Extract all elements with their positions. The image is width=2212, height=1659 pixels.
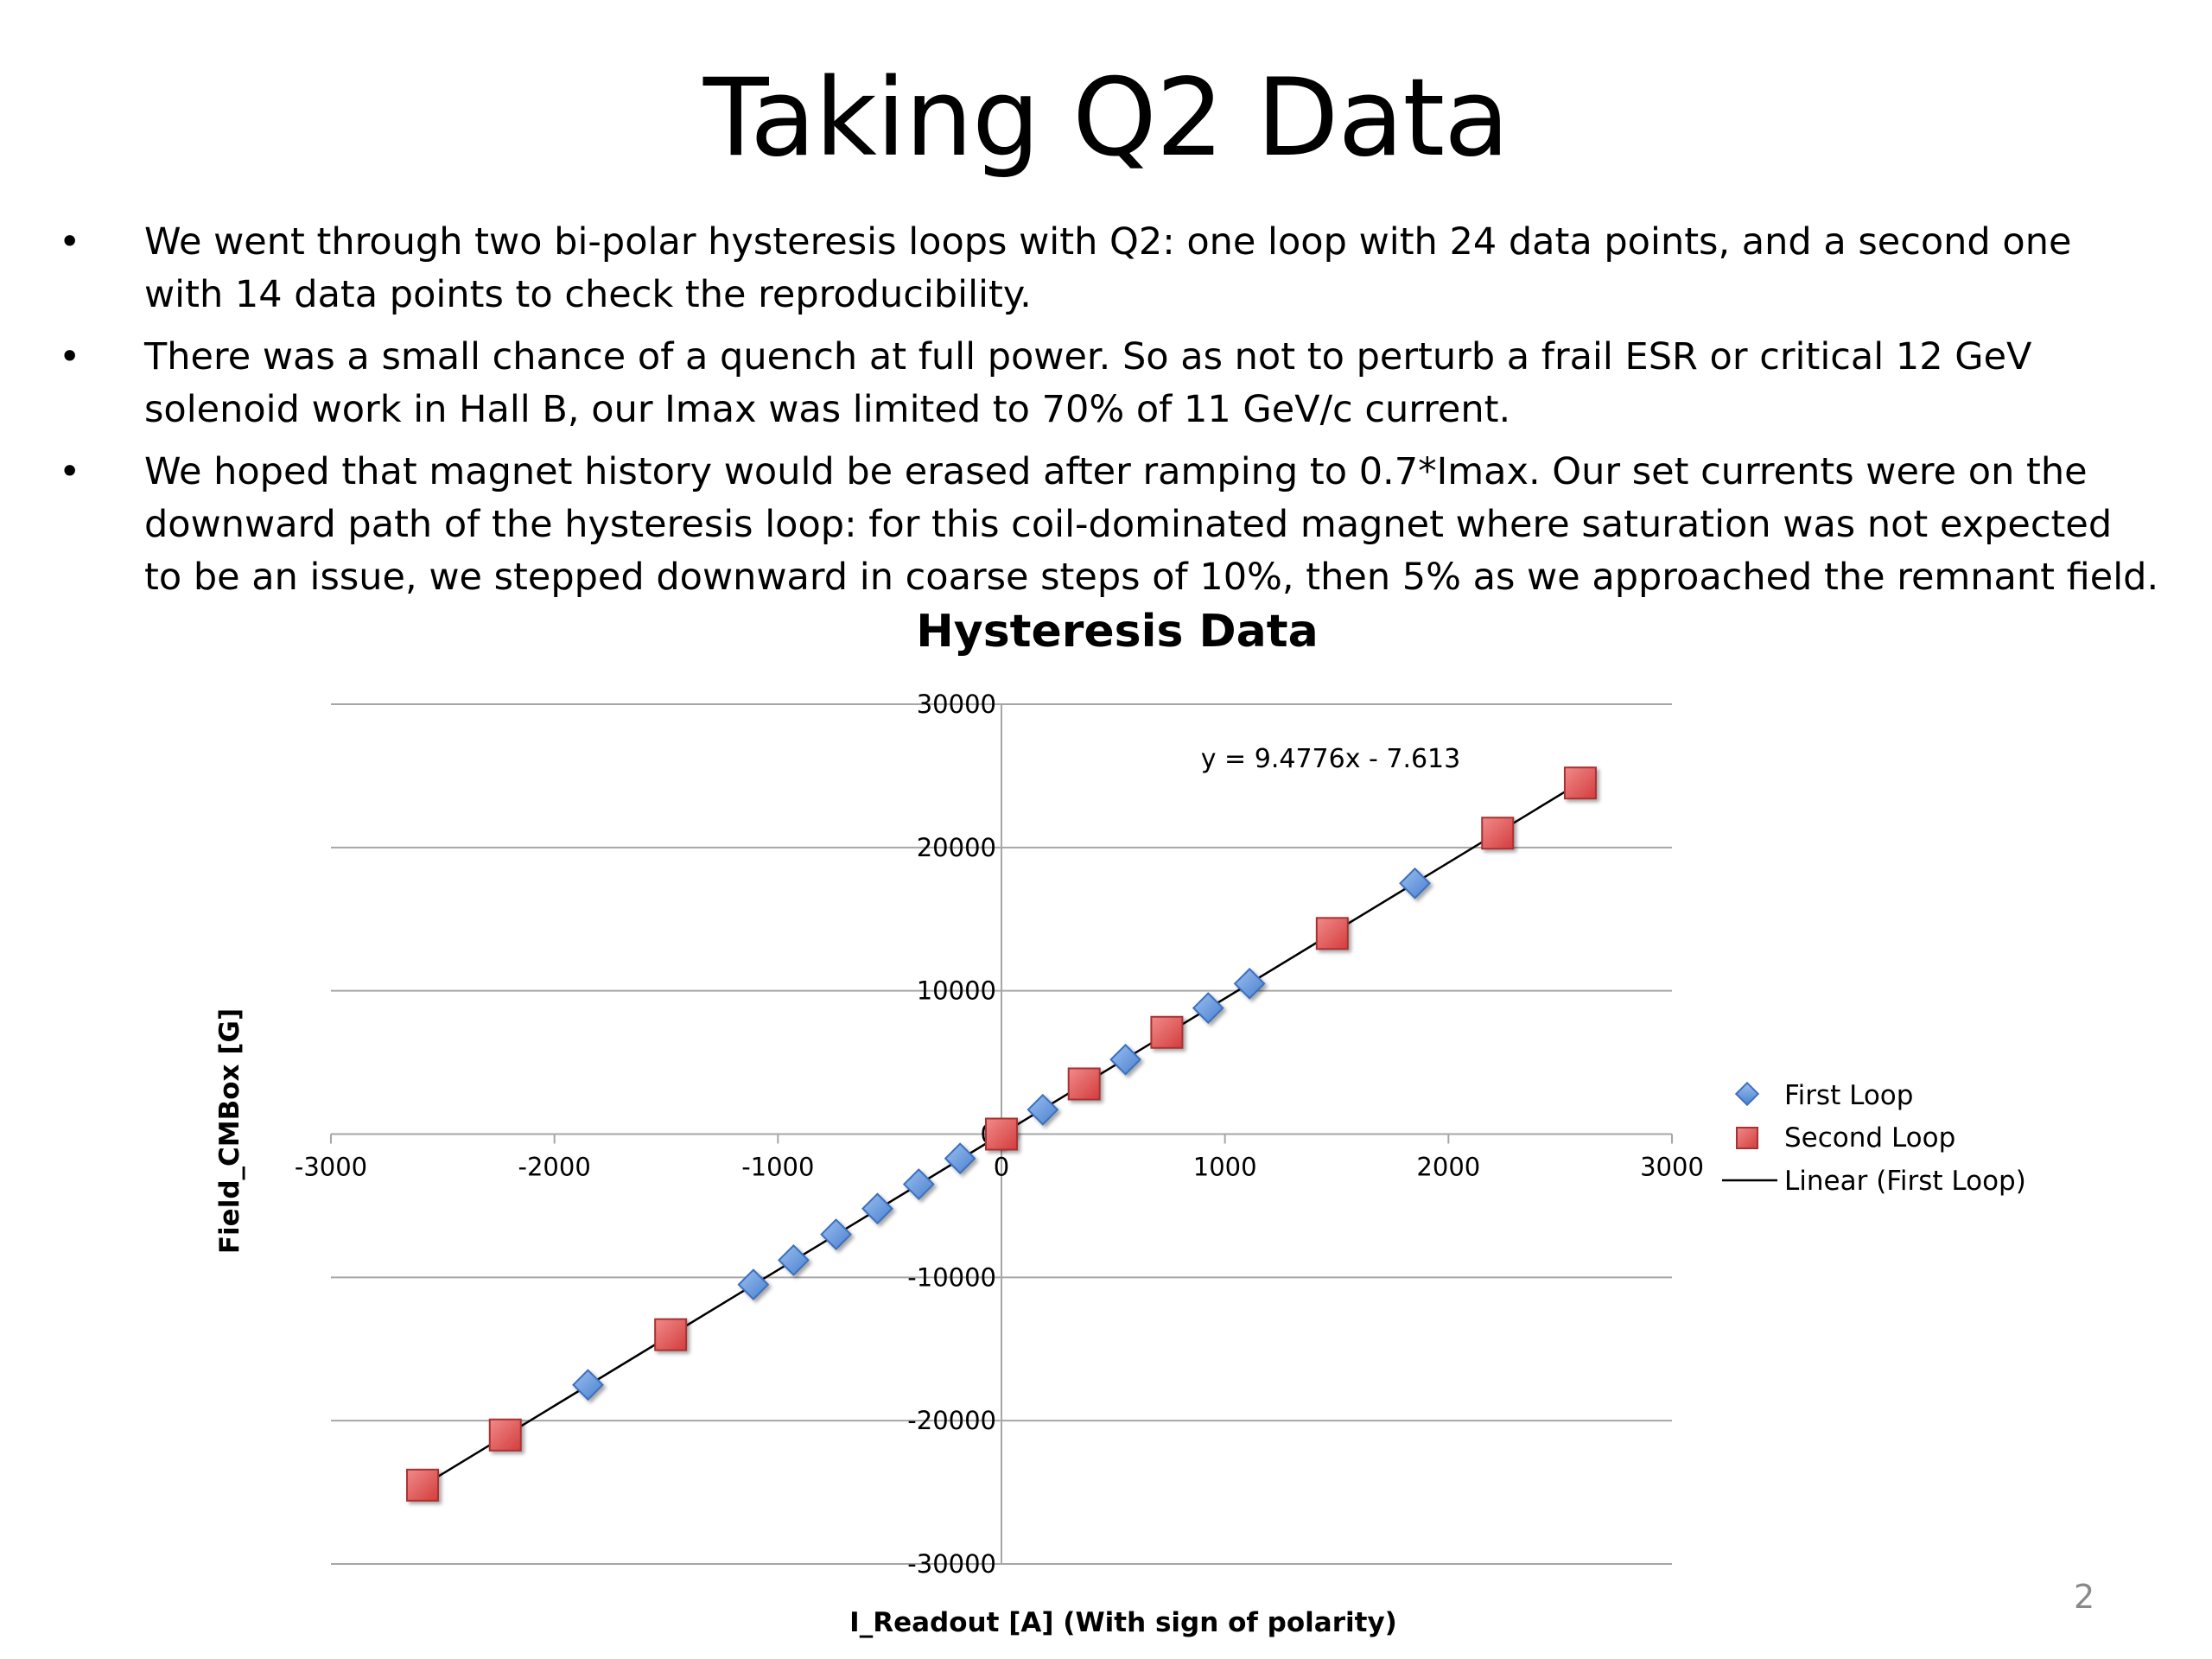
second-loop-point — [1150, 1015, 1184, 1049]
legend-item-trendline: Linear (First Loop) — [1722, 1166, 2026, 1197]
bullet-list: • We went through two bi-polar hysteresi… — [52, 216, 2160, 613]
first-loop-point — [1109, 1043, 1141, 1076]
tick-labels: -30000 -20000 -10000 0 10000 20000 30000 -3000 -… — [295, 690, 1704, 1579]
x-tick-label: 1000 — [1193, 1153, 1257, 1182]
second-loop-point — [488, 1418, 522, 1452]
second-loop-point — [1563, 766, 1597, 800]
second-loop-point — [654, 1318, 688, 1351]
legend-square-icon — [1736, 1127, 1758, 1149]
bullet-text: We went through two bi-polar hysteresis … — [144, 220, 2072, 316]
legend: First Loop Second Loop Linear (First Loo… — [1722, 1080, 2026, 1197]
second-loop-point — [1315, 917, 1349, 950]
legend-label-trendline: Linear (First Loop) — [1784, 1166, 2026, 1197]
x-tick-label: 0 — [994, 1153, 1009, 1182]
legend-diamond-icon — [1734, 1081, 1760, 1107]
x-tick-label: -2000 — [518, 1153, 591, 1182]
y-tick-label: -20000 — [907, 1406, 996, 1435]
bullet-marker: • — [59, 220, 81, 264]
first-loop-point — [1027, 1093, 1059, 1126]
first-loop-point — [778, 1244, 810, 1276]
data-points — [406, 766, 1597, 1502]
first-loop-point — [737, 1268, 770, 1301]
y-tick-label: 10000 — [917, 976, 996, 1006]
first-loop-point — [820, 1218, 853, 1250]
bullet-marker: • — [59, 335, 81, 378]
page-number: 2 — [2074, 1578, 2095, 1616]
first-loop-point — [944, 1142, 976, 1175]
trendline-equation: y = 9.4776x - 7.613 — [1201, 744, 1460, 774]
x-tick-label: 2000 — [1416, 1153, 1480, 1182]
bullet-marker: • — [59, 450, 81, 493]
legend-item-first-loop: First Loop — [1734, 1080, 1913, 1111]
first-loop-point — [902, 1168, 935, 1200]
y-axis-label: Field_CMBox [G] — [214, 1008, 245, 1254]
y-tick-label: -30000 — [907, 1549, 996, 1579]
legend-label-second-loop: Second Loop — [1784, 1122, 1955, 1154]
bullet-text: We hoped that magnet history would be er… — [144, 450, 2159, 599]
second-loop-point — [985, 1117, 1018, 1151]
x-tick-label: 3000 — [1640, 1153, 1704, 1182]
bullet-item: • We hoped that magnet history would be … — [52, 446, 2160, 604]
y-tick-label: 30000 — [917, 690, 996, 719]
legend-label-first-loop: First Loop — [1784, 1080, 1913, 1111]
chart-title: Hysteresis Data — [916, 606, 1318, 658]
bullet-text: There was a small chance of a quench at … — [144, 335, 2032, 431]
first-loop-point — [861, 1192, 893, 1225]
first-loop-point — [1233, 967, 1266, 1000]
first-loop-point — [572, 1369, 604, 1402]
x-axis-label: I_Readout [A] (With sign of polarity) — [849, 1607, 1397, 1638]
x-tick-label: -1000 — [741, 1153, 814, 1182]
second-loop-point — [406, 1468, 440, 1502]
second-loop-point — [1067, 1067, 1101, 1101]
y-tick-label: 20000 — [917, 833, 996, 862]
slide-title: Taking Q2 Data — [702, 56, 1510, 181]
bullet-item: • We went through two bi-polar hysteresi… — [52, 216, 2160, 321]
legend-item-second-loop: Second Loop — [1736, 1122, 1955, 1154]
second-loop-point — [1481, 817, 1515, 850]
bullet-item: • There was a small chance of a quench a… — [52, 331, 2160, 436]
y-tick-label: -10000 — [907, 1262, 996, 1292]
x-tick-label: -3000 — [295, 1153, 367, 1182]
first-loop-point — [1399, 867, 1431, 899]
first-loop-point — [1192, 992, 1224, 1024]
